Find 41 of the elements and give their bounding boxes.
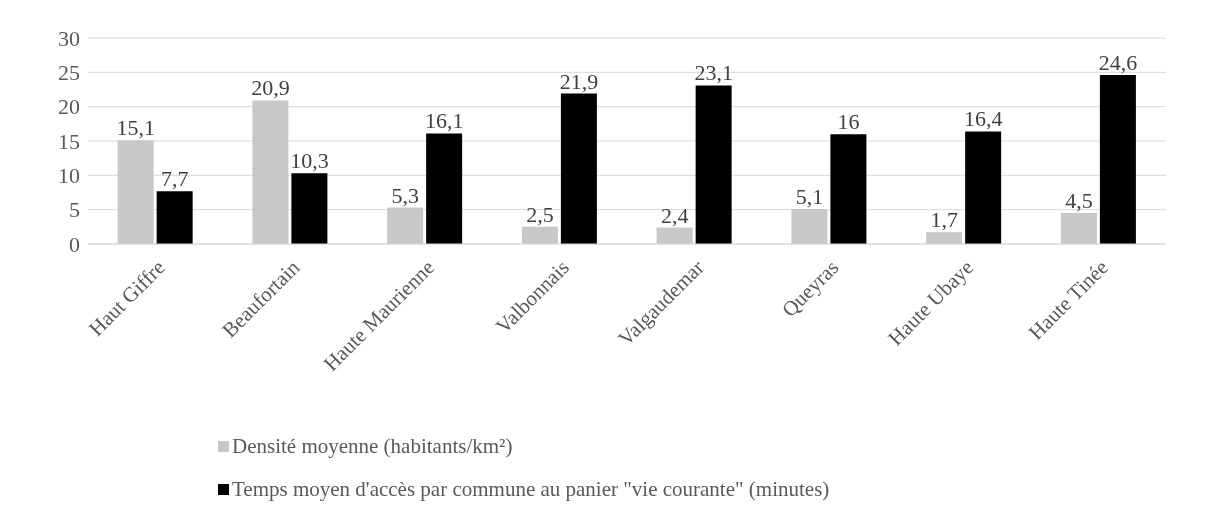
y-tick-label: 5 [69, 197, 80, 223]
bar [117, 140, 154, 244]
y-tick-label: 10 [58, 163, 80, 189]
data-label: 16,4 [963, 106, 1003, 132]
bar [926, 232, 963, 244]
data-label: 4,5 [1065, 188, 1093, 214]
bar [426, 133, 463, 244]
bar [965, 131, 1002, 244]
data-label: 20,9 [251, 75, 290, 101]
bar [521, 226, 558, 244]
bar [291, 173, 328, 244]
data-label: 1,7 [930, 207, 958, 233]
y-tick-label: 30 [58, 25, 80, 51]
bar [791, 208, 828, 244]
data-label: 23,1 [694, 60, 733, 86]
bar [387, 207, 424, 244]
data-label: 2,4 [660, 202, 689, 228]
bar [156, 191, 193, 244]
data-label: 2,5 [526, 201, 554, 227]
data-label: 10,3 [290, 148, 329, 174]
y-tick-label: 25 [58, 60, 80, 86]
legend-label: Temps moyen d'accès par commune au panier "vie courante" (minutes) [232, 477, 830, 502]
y-tick-label: 20 [58, 94, 80, 120]
data-label: 24,6 [1098, 50, 1138, 76]
data-label: 16,1 [424, 108, 464, 134]
data-label: 16 [837, 109, 860, 135]
bar [1060, 213, 1097, 244]
data-label: 21,9 [559, 68, 599, 94]
data-label: 5,3 [391, 182, 419, 208]
data-label: 15,1 [116, 115, 155, 141]
y-tick-label: 15 [58, 128, 80, 154]
legend-label: Densité moyenne (habitants/km²) [232, 434, 513, 459]
bar [830, 134, 867, 244]
bar [560, 93, 597, 244]
y-tick-label: 0 [69, 231, 80, 257]
bar [252, 100, 289, 244]
data-label: 5,1 [795, 183, 824, 209]
bar [656, 227, 693, 244]
data-label: 7,7 [160, 166, 189, 192]
bar [1099, 75, 1136, 244]
bar [695, 85, 732, 244]
